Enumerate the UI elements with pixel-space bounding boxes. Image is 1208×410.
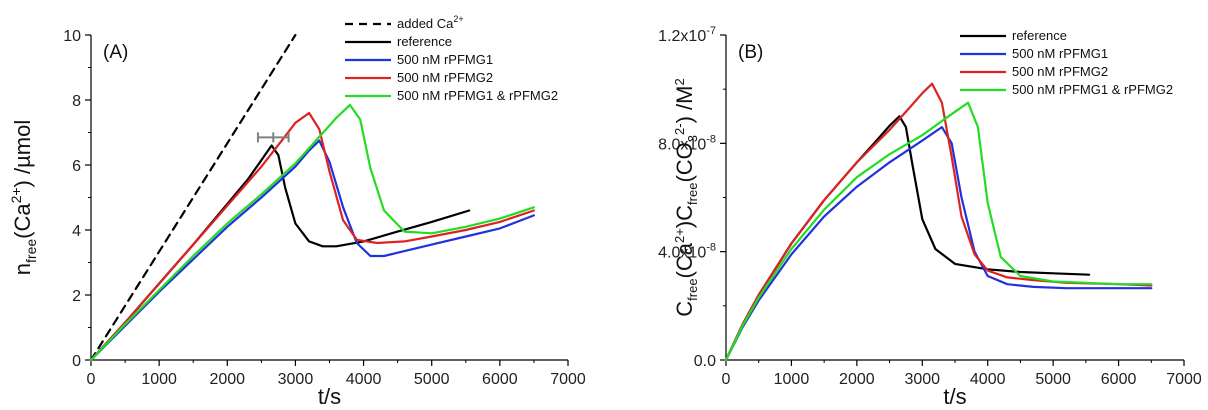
label-part: 2+	[8, 187, 24, 203]
x-axis-title: t/s	[318, 384, 341, 409]
label-part: 2	[672, 78, 687, 85]
legend-label: 500 nM rPFMG1	[1012, 46, 1108, 61]
label-part: n	[10, 263, 35, 275]
legend-label: reference	[397, 34, 452, 49]
label-part: ) /M	[672, 86, 697, 124]
label-part: 10	[63, 28, 81, 45]
legend-label: 500 nM rPFMG1	[397, 52, 493, 67]
label-part: 6	[72, 158, 81, 175]
label-part: 2+	[453, 14, 463, 24]
legend-label: 500 nM rPFMG1 & rPFMG2	[397, 88, 558, 103]
error-bar	[256, 132, 290, 143]
label-part: (Ca	[672, 242, 697, 278]
series-line-0	[89, 33, 297, 362]
x-tick-label: 6000	[1101, 371, 1137, 388]
y-tick-label: 4.0x10-8	[658, 242, 716, 262]
chart-panel-b: 0 1000 2000 3000 4000 5000 6000 70000.04.0x10-8…	[658, 25, 1202, 409]
label-part: -8	[706, 242, 716, 254]
legend-label: reference	[1012, 28, 1067, 43]
legend: reference 500 nM rPFMG1 500 nM rPFMG2 500 n…	[960, 28, 1173, 97]
series-line-3	[89, 111, 536, 362]
label-part: 0.0	[694, 353, 716, 370]
series-line-1	[724, 125, 1153, 362]
x-tick-label: 7000	[550, 371, 586, 388]
x-tick-label: 0	[722, 371, 731, 388]
series-line-4	[89, 103, 536, 362]
y-tick-label: 0.0	[694, 353, 716, 370]
series-line-2	[724, 82, 1153, 362]
x-tick-label: 1000	[141, 371, 177, 388]
label-part: 2+	[672, 228, 687, 243]
y-tick-label: 0	[72, 353, 81, 370]
y-tick-label: 2	[72, 288, 81, 305]
label-part: 500 nM rPFMG1 & rPFMG2	[1012, 82, 1173, 97]
label-part: 1.2x10	[658, 28, 706, 45]
label-part: free	[685, 278, 700, 300]
x-tick-label: 6000	[482, 371, 518, 388]
label-part: C	[672, 301, 697, 317]
x-tick-label: 2000	[839, 371, 875, 388]
x-axis-title: t/s	[943, 384, 966, 409]
legend-label: 500 nM rPFMG2	[397, 70, 493, 85]
x-tick-label: 4000	[970, 371, 1006, 388]
legend-label: added Ca2+	[397, 14, 464, 31]
y-axis-title: nfree(Ca2+) /µmol	[8, 120, 39, 275]
label-part: reference	[397, 34, 452, 49]
y-tick-label: 6	[72, 158, 81, 175]
series-line-0	[724, 115, 1091, 362]
label-part: 500 nM rPFMG2	[1012, 64, 1108, 79]
label-part: added Ca	[397, 16, 454, 31]
y-tick-label: 1.2x10-7	[658, 25, 716, 45]
series-line-3	[724, 101, 1153, 362]
label-part: (Ca	[10, 203, 35, 239]
label-part: 2-	[672, 123, 687, 135]
label-part: -8	[706, 133, 716, 145]
series-line-2	[89, 139, 536, 362]
x-tick-label: 2000	[209, 371, 245, 388]
y-tick-label: 10	[63, 28, 81, 45]
y-tick-label: 4	[72, 223, 81, 240]
label-part: reference	[1012, 28, 1067, 43]
label-part: (CO	[672, 142, 697, 182]
label-part: 3	[685, 135, 700, 142]
label-part: 4.0x10	[658, 245, 706, 262]
label-part: 4	[72, 223, 81, 240]
legend-label: 500 nM rPFMG2	[1012, 64, 1108, 79]
label-part: 8.0x10	[658, 136, 706, 153]
label-part: free	[685, 183, 700, 205]
x-tick-label: 0	[87, 371, 96, 388]
chart-panel-a: 0 1000 2000 3000 4000 5000 6000 7000 0 2 4 6 8 10 t/s n…	[8, 14, 586, 409]
label-part: 500 nM rPFMG1	[1012, 46, 1108, 61]
y-tick-label: 8.0x10-8	[658, 133, 716, 153]
x-tick-label: 1000	[774, 371, 810, 388]
label-part: )C	[672, 205, 697, 228]
label-part: 500 nM rPFMG1	[397, 52, 493, 67]
label-part: 500 nM rPFMG2	[397, 70, 493, 85]
y-axis-title: Cfree(Ca2+)Cfree(CO32-) /M2	[672, 78, 700, 316]
label-part: ) /µmol	[10, 120, 35, 188]
x-tick-label: 3000	[278, 371, 314, 388]
y-tick-label: 8	[72, 93, 81, 110]
label-part: 500 nM rPFMG1 & rPFMG2	[397, 88, 558, 103]
label-part: 8	[72, 93, 81, 110]
panel-label: (B)	[738, 42, 763, 63]
x-tick-label: 7000	[1166, 371, 1202, 388]
x-tick-label: 5000	[414, 371, 450, 388]
label-part: -7	[706, 25, 716, 37]
label-part: 0	[72, 353, 81, 370]
x-tick-label: 3000	[904, 371, 940, 388]
panel-label: (A)	[103, 42, 128, 63]
x-tick-label: 5000	[1035, 371, 1071, 388]
x-tick-label: 4000	[346, 371, 382, 388]
label-part: 2	[72, 288, 81, 305]
label-part: free	[23, 239, 39, 263]
legend-label: 500 nM rPFMG1 & rPFMG2	[1012, 82, 1173, 97]
